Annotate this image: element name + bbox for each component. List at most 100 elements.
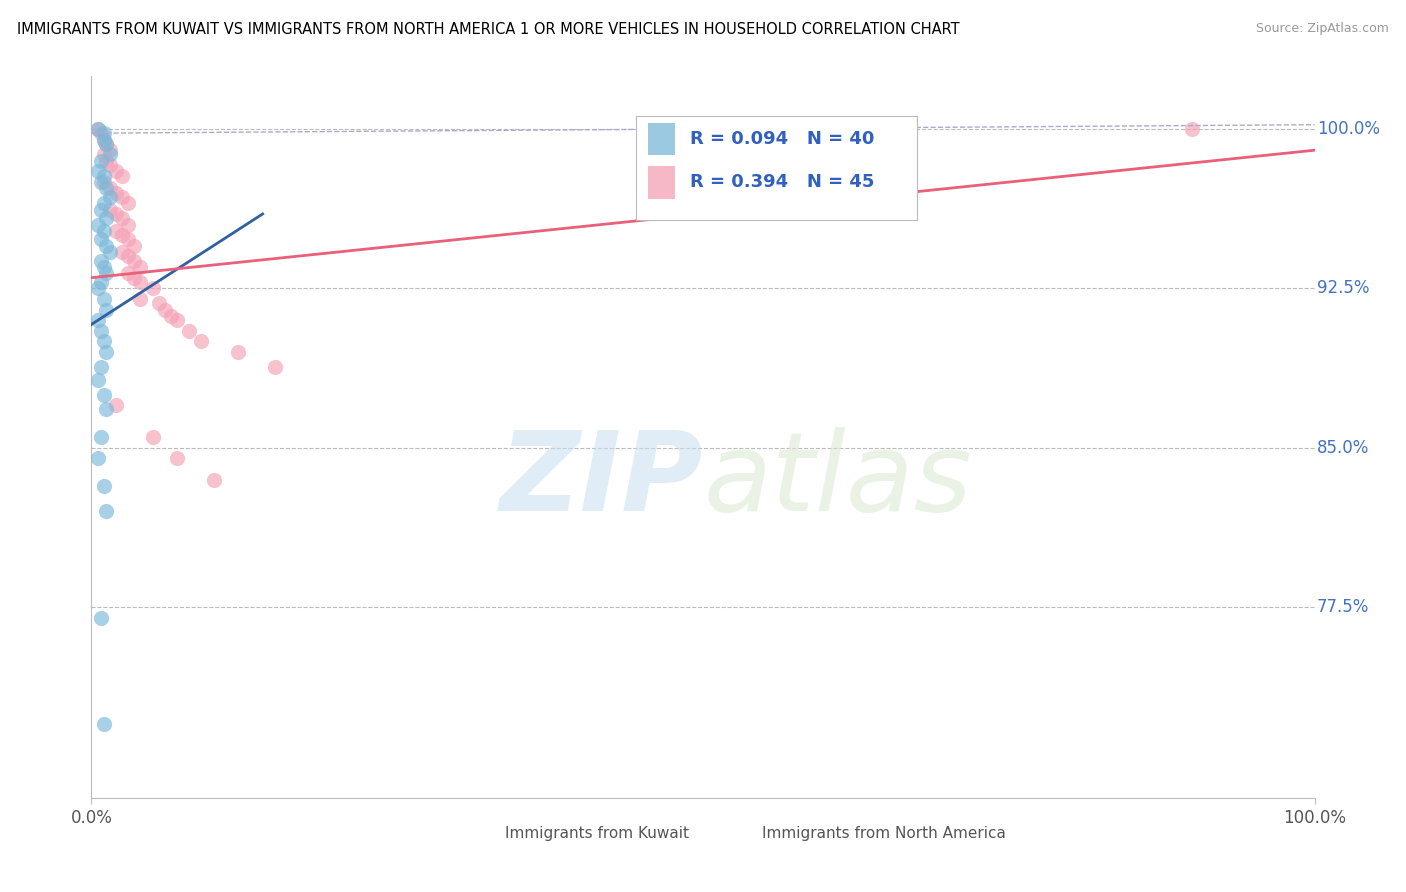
Point [117, 218, 139, 232]
Point [93, 175, 115, 189]
Point [86, 373, 108, 387]
FancyBboxPatch shape [648, 166, 675, 199]
Point [141, 281, 163, 295]
Point [94, 504, 117, 518]
Point [111, 245, 134, 260]
Text: R = 0.094   N = 40: R = 0.094 N = 40 [689, 129, 875, 148]
Point [93, 169, 115, 183]
Point [160, 309, 183, 323]
Point [86, 218, 108, 232]
Point [94, 302, 117, 317]
Point [122, 270, 145, 285]
Point [86, 164, 108, 178]
Point [90, 253, 112, 268]
FancyBboxPatch shape [471, 819, 498, 847]
Point [94, 345, 117, 359]
Point [93, 126, 115, 140]
Text: Source: ZipAtlas.com: Source: ZipAtlas.com [1256, 22, 1389, 36]
Point [86, 313, 108, 327]
Point [94, 153, 117, 168]
Point [111, 190, 134, 204]
FancyBboxPatch shape [648, 123, 675, 155]
Point [90, 275, 112, 289]
Point [90, 359, 112, 374]
Point [202, 473, 225, 487]
Text: Immigrants from Kuwait: Immigrants from Kuwait [505, 825, 689, 840]
Point [94, 402, 117, 417]
Point [93, 387, 115, 401]
Point [93, 479, 115, 493]
Point [94, 136, 117, 151]
Text: R = 0.394   N = 45: R = 0.394 N = 45 [689, 173, 875, 191]
Point [90, 232, 112, 246]
FancyBboxPatch shape [636, 116, 917, 220]
Point [166, 313, 188, 327]
Text: IMMIGRANTS FROM KUWAIT VS IMMIGRANTS FROM NORTH AMERICA 1 OR MORE VEHICLES IN HO: IMMIGRANTS FROM KUWAIT VS IMMIGRANTS FRO… [17, 22, 959, 37]
Point [98, 190, 121, 204]
FancyBboxPatch shape [727, 819, 755, 847]
Point [93, 260, 115, 274]
Point [93, 147, 115, 161]
Point [129, 275, 152, 289]
Point [90, 430, 112, 444]
Point [117, 250, 139, 264]
Point [93, 717, 115, 731]
Point [93, 334, 115, 349]
Point [98, 181, 121, 195]
Point [104, 164, 127, 178]
Point [94, 181, 117, 195]
Point [117, 232, 139, 246]
Point [122, 239, 145, 253]
Point [86, 122, 108, 136]
Point [98, 158, 121, 172]
Point [129, 292, 152, 306]
Point [93, 196, 115, 211]
Point [129, 260, 152, 274]
Point [141, 430, 163, 444]
Point [90, 202, 112, 217]
Point [264, 359, 287, 374]
Point [111, 211, 134, 226]
Point [117, 267, 139, 281]
Point [1181, 122, 1204, 136]
Point [86, 451, 108, 466]
Text: ZIP: ZIP [499, 427, 703, 534]
Point [153, 302, 176, 317]
Point [93, 132, 115, 146]
Point [93, 292, 115, 306]
Point [104, 398, 127, 412]
Point [90, 611, 112, 625]
Point [104, 224, 127, 238]
Point [111, 228, 134, 243]
Text: 92.5%: 92.5% [1317, 279, 1369, 297]
Point [117, 196, 139, 211]
Point [226, 345, 249, 359]
Point [94, 239, 117, 253]
Text: 77.5%: 77.5% [1317, 598, 1369, 616]
Point [93, 132, 115, 146]
Point [90, 153, 112, 168]
Point [98, 143, 121, 157]
Point [98, 245, 121, 260]
Point [86, 281, 108, 295]
Text: atlas: atlas [703, 427, 972, 534]
Point [111, 169, 134, 183]
Point [90, 324, 112, 338]
Point [190, 334, 212, 349]
Point [94, 136, 117, 151]
Point [93, 224, 115, 238]
Text: 85.0%: 85.0% [1317, 439, 1369, 457]
Point [179, 324, 201, 338]
Point [104, 207, 127, 221]
Point [94, 211, 117, 226]
Point [122, 253, 145, 268]
Point [90, 175, 112, 189]
Point [90, 126, 112, 140]
Text: 100.0%: 100.0% [1317, 120, 1381, 138]
Point [86, 122, 108, 136]
Text: Immigrants from North America: Immigrants from North America [762, 825, 1005, 840]
Point [98, 202, 121, 217]
Point [104, 186, 127, 200]
Point [94, 267, 117, 281]
Point [98, 147, 121, 161]
